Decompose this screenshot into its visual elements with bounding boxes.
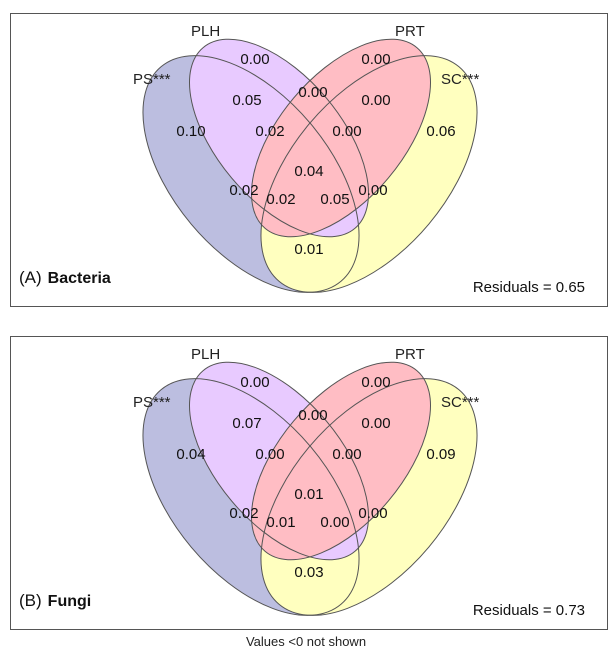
plh-ellipse: [189, 362, 369, 560]
prt-ellipse: [251, 39, 431, 237]
ps-plh-prt-value: 0.00: [255, 446, 284, 463]
sc-ellipse: [260, 55, 478, 293]
plh-prt-sc-value: 0.00: [332, 123, 361, 140]
venn-panel-bacteria: PS*** PLH PRT SC*** 0.00 0.00 0.10 0.06 …: [10, 13, 608, 307]
ps-ellipse: [142, 378, 360, 616]
plh-label: PLH: [191, 23, 220, 40]
venn-diagram: PS*** PLH PRT SC*** 0.00 0.00 0.04 0.09 …: [133, 346, 480, 616]
ps-prt-sc-value: 0.01: [266, 514, 295, 531]
ps-plh-sc-value: 0.00: [320, 514, 349, 531]
plh-ellipse: [189, 39, 369, 237]
prt-ellipse: [251, 362, 431, 560]
plh-label: PLH: [191, 346, 220, 363]
ps-sc-value: 0.01: [294, 241, 323, 258]
panel-organism: Fungi: [47, 593, 92, 610]
plh-prt-sc-value: 0.00: [332, 446, 361, 463]
sc-label: SC***: [441, 394, 480, 411]
plh-prt-value: 0.00: [298, 84, 327, 101]
sc-ellipse: [260, 378, 478, 616]
prt-sc-value: 0.00: [361, 92, 390, 109]
footnote: Values <0 not shown: [245, 634, 367, 649]
sc-only-value: 0.09: [426, 446, 455, 463]
ps-label: PS***: [133, 394, 171, 411]
ps-prt-sc-value: 0.02: [266, 191, 295, 208]
plh-sc-value: 0.00: [358, 505, 387, 522]
prt-label: PRT: [395, 346, 425, 363]
ps-prt-value: 0.02: [229, 505, 258, 522]
ps-label: PS***: [133, 71, 171, 88]
ps-prt-value: 0.02: [229, 182, 258, 199]
residuals-text: Residuals = 0.65: [472, 279, 585, 296]
plh-only-value: 0.00: [240, 51, 269, 68]
residuals-text: Residuals = 0.73: [472, 602, 585, 619]
panel-letter: (B): [19, 591, 42, 610]
panel-letter: (A): [19, 268, 42, 287]
all-sets-value: 0.01: [294, 486, 323, 503]
all-sets-value: 0.04: [294, 163, 323, 180]
panel-organism: Bacteria: [47, 270, 111, 287]
ps-sc-value: 0.03: [294, 564, 323, 581]
prt-label: PRT: [395, 23, 425, 40]
plh-only-value: 0.00: [240, 374, 269, 391]
plh-prt-value: 0.00: [298, 407, 327, 424]
sc-only-value: 0.06: [426, 123, 455, 140]
ps-ellipse: [142, 55, 360, 293]
venn-panel-fungi: PS*** PLH PRT SC*** 0.00 0.00 0.04 0.09 …: [10, 336, 608, 630]
ps-plh-prt-value: 0.02: [255, 123, 284, 140]
ps-only-value: 0.10: [176, 123, 205, 140]
ps-only-value: 0.04: [176, 446, 205, 463]
plh-sc-value: 0.00: [358, 182, 387, 199]
ps-plh-value: 0.05: [232, 92, 261, 109]
prt-sc-value: 0.00: [361, 415, 390, 432]
panel-tag: (A) Bacteria: [19, 268, 111, 288]
ps-plh-value: 0.07: [232, 415, 261, 432]
sc-label: SC***: [441, 71, 480, 88]
prt-only-value: 0.00: [361, 51, 390, 68]
prt-only-value: 0.00: [361, 374, 390, 391]
venn-diagram: PS*** PLH PRT SC*** 0.00 0.00 0.10 0.06 …: [133, 23, 480, 293]
panel-tag: (B) Fungi: [19, 591, 91, 611]
ps-plh-sc-value: 0.05: [320, 191, 349, 208]
